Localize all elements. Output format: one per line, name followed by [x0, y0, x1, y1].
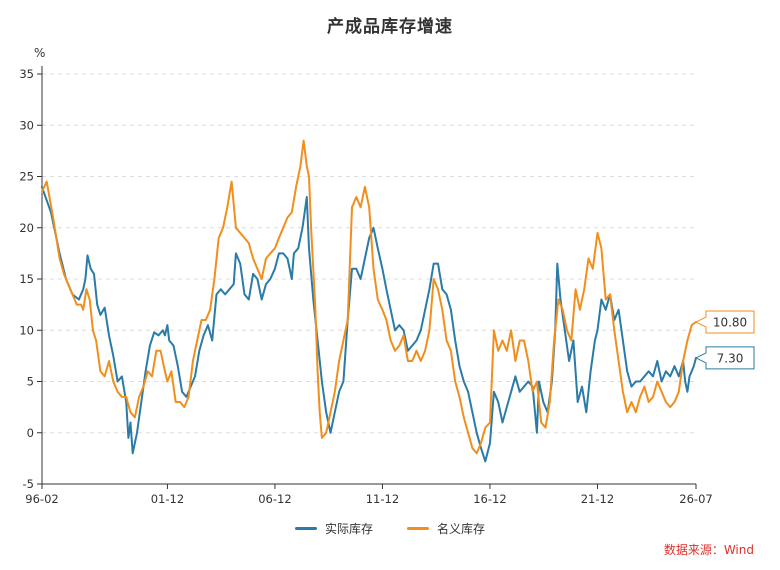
series-lines: [40, 139, 697, 463]
axes: -5 0 5 10 15 20 25 30 35 96-02 01-12 06-12 11-12 16-1…: [19, 66, 713, 506]
x-tick-label: 11-12: [366, 492, 399, 506]
callout-value: 10.80: [713, 316, 747, 330]
callout-box: [694, 310, 755, 334]
gridlines: [42, 73, 696, 434]
y-axis-unit-label: %: [34, 46, 46, 60]
legend-label: 名义库存: [437, 522, 486, 536]
y-tick-label: 0: [27, 426, 34, 440]
y-tick-label: 10: [19, 323, 34, 337]
legend-label: 实际库存: [324, 522, 373, 536]
x-tick-label: 21-12: [581, 492, 614, 506]
y-tick-label: 30: [19, 118, 34, 132]
legend-swatch: [294, 527, 317, 530]
legend-item-1[interactable]: 实际库存: [294, 520, 373, 537]
chart-title: 产成品库存增速: [327, 17, 453, 37]
end-value-callouts: 7.30 10.80: [694, 310, 755, 370]
x-tick-label: 01-12: [151, 492, 184, 506]
y-tick-label: 35: [19, 67, 34, 81]
legend-item-2[interactable]: 名义库存: [407, 520, 485, 537]
end-callout-2: 10.80: [694, 310, 755, 334]
y-tick-label: 25: [19, 170, 34, 184]
callout-box: [694, 346, 755, 370]
legend-swatch: [407, 527, 429, 530]
data-source-note: 数据来源：Wind: [663, 543, 754, 557]
y-tick-label: 5: [27, 375, 34, 389]
x-tick-label: 16-12: [473, 492, 506, 506]
y-tick-label: 15: [19, 272, 34, 286]
y-tick-label: 20: [19, 221, 34, 235]
series-line-2: [40, 139, 697, 455]
callout-value: 7.30: [717, 351, 744, 365]
end-callout-1: 7.30: [694, 346, 755, 370]
series-line-1: [40, 185, 697, 463]
x-tick-label: 96-02: [25, 492, 58, 506]
x-tick-label: 06-12: [258, 492, 291, 506]
line-chart-plot: -5 0 5 10 15 20 25 30 35 96-02 01-12 06-12 11-12 16-1…: [19, 66, 755, 506]
x-tick-label: 26-07: [679, 492, 712, 506]
chart-legend: 实际库存 名义库存: [0, 520, 780, 537]
y-tick-label: -5: [23, 477, 34, 491]
